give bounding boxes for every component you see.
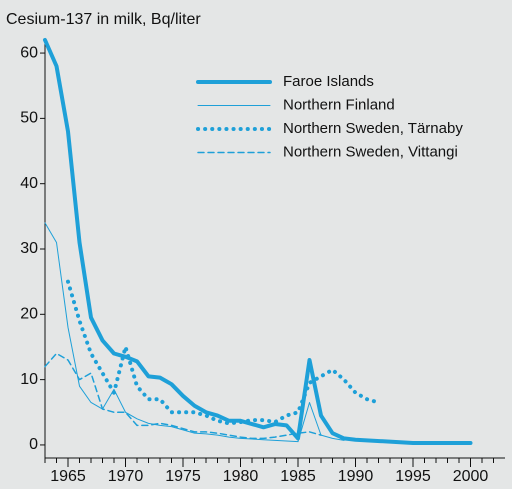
x-tick-label: 1975: [165, 468, 201, 485]
x-tick-label: 1980: [223, 468, 259, 485]
y-tick-label: 0: [29, 436, 38, 453]
x-tick-label: 1970: [108, 468, 144, 485]
series-line: [43, 38, 473, 445]
series-line: [44, 222, 345, 443]
y-tick-label: 40: [20, 175, 38, 192]
y-tick-label: 60: [20, 44, 38, 61]
x-tick-label: 1965: [50, 468, 86, 485]
legend-label: Northern Sweden, Vittangi: [283, 143, 458, 160]
legend-label: Faroe Islands: [283, 73, 374, 90]
y-tick-label: 30: [20, 240, 38, 257]
y-tick-label: 20: [20, 306, 38, 323]
y-tick-label: 50: [20, 110, 38, 127]
legend-label: Northern Finland: [283, 96, 395, 113]
y-tick-label: 10: [20, 371, 38, 388]
x-tick-label: 1985: [280, 468, 316, 485]
series-line: [44, 352, 322, 440]
chart-title: Cesium-137 in milk, Bq/liter: [6, 11, 201, 28]
legend-label: Northern Sweden, Tärnaby: [283, 120, 463, 137]
x-tick-label: 2000: [453, 468, 489, 485]
x-tick-label: 1995: [395, 468, 431, 485]
x-tick-label: 1990: [338, 468, 374, 485]
